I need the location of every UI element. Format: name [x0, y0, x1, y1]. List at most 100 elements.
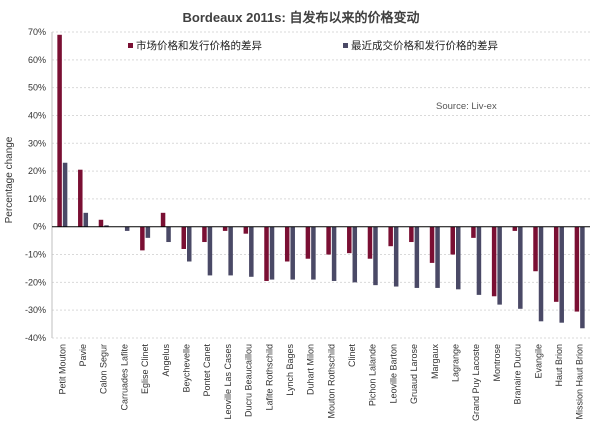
bar-market [264, 226, 269, 281]
bar-recent [559, 226, 564, 323]
bars-layer [57, 34, 585, 329]
bar-market [140, 226, 145, 251]
y-tick-label: 40% [28, 110, 46, 120]
legend: 市场价格和发行价格的差异 最近成交价格和发行价格的差异 [128, 39, 498, 52]
bar-recent [124, 226, 130, 231]
legend-swatch [343, 43, 348, 48]
bar-recent [393, 226, 399, 287]
bar-market [471, 226, 476, 238]
bar-recent [187, 226, 192, 262]
x-tick-label: Angelus [161, 344, 171, 377]
bar-recent [373, 226, 378, 286]
x-tick-label: Pontet Canet [202, 344, 212, 397]
x-tick-label: Lafite Rothschild [264, 344, 274, 411]
bar-recent [352, 226, 358, 283]
bar-market [326, 226, 331, 255]
x-tick-label: Montrose [492, 344, 502, 382]
x-tick-label: Mission Haut Brion [575, 344, 585, 420]
bar-market [243, 226, 249, 234]
bar-market [98, 219, 104, 227]
legend-label: 市场价格和发行价格的差异 [136, 39, 262, 52]
x-tick-label: Duhart Milon [306, 344, 316, 395]
chart-title: Bordeaux 2011s: 自发布以来的价格变动 [183, 10, 420, 25]
x-tick-label: Evangile [533, 344, 543, 379]
x-tick-label: Ducru Beaucaillou [244, 344, 254, 417]
y-tick-label: 20% [28, 166, 46, 176]
bar-market [553, 226, 559, 302]
bar-recent [145, 226, 151, 238]
x-tick-label: Pichon Lalande [368, 344, 378, 406]
bar-market [160, 212, 166, 227]
bar-market [347, 226, 352, 254]
bar-recent [497, 226, 502, 305]
x-tick-label: Beychevelle [182, 344, 192, 393]
bar-recent [476, 226, 482, 295]
bar-recent [580, 226, 585, 329]
axis-layer: 70% 60% 50% 40% 30% 20% 10% 0% -10% -20% -30% -40% P… [25, 27, 590, 421]
bar-market [429, 226, 435, 263]
y-tick-label: 60% [28, 55, 46, 65]
x-tick-label: Petit Mouton [57, 344, 67, 395]
grid-layer [52, 31, 590, 339]
bar-market [409, 226, 414, 243]
y-tick-label: -20% [25, 277, 46, 287]
y-tick-label: 30% [28, 138, 46, 148]
y-tick-label: 10% [28, 194, 46, 204]
x-tick-label: Calon Segur [99, 344, 109, 394]
bar-recent [249, 226, 254, 277]
bar-recent [331, 226, 337, 281]
bar-market [305, 226, 311, 259]
bar-market [222, 226, 228, 231]
y-tick-label: -10% [25, 250, 46, 260]
x-tick-label: Branaire Ducru [513, 344, 523, 405]
x-tick-label: Carruades Lafite [119, 344, 129, 411]
x-tick-label: Pavie [78, 344, 88, 367]
bar-recent [83, 212, 89, 227]
bar-recent [207, 226, 213, 276]
bar-recent [228, 226, 233, 276]
bar-recent [518, 226, 523, 309]
bar-recent [290, 226, 295, 280]
bar-market [512, 226, 518, 231]
bar-market [574, 226, 580, 312]
bar-recent [62, 162, 68, 227]
bar-market [57, 34, 62, 227]
bar-market [284, 226, 290, 262]
legend-label: 最近成交价格和发行价格的差异 [351, 39, 498, 52]
source-note: Source: Liv-ex [436, 101, 497, 112]
x-tick-label: Clinet [347, 344, 357, 368]
bar-market [78, 169, 83, 227]
y-tick-label: -40% [25, 333, 46, 343]
x-tick-label: Leoville Las Cases [223, 344, 233, 420]
x-tick-label: Leoville Barton [388, 344, 398, 404]
bar-market [202, 226, 207, 243]
y-tick-label: 0% [33, 222, 46, 232]
bar-recent [269, 226, 275, 280]
bar-recent [166, 226, 171, 243]
y-tick-label: 50% [28, 83, 46, 93]
bar-recent [104, 225, 109, 227]
x-tick-label: Eglise Clinet [140, 344, 150, 395]
bar-market [367, 226, 373, 259]
y-axis-label: Percentage change [4, 136, 15, 223]
bar-market [181, 226, 186, 249]
bar-market [533, 226, 538, 272]
x-tick-label: Haut Brion [554, 344, 564, 387]
x-tick-label: Lynch Bages [285, 344, 295, 396]
bar-recent [435, 226, 440, 288]
bar-market [491, 226, 497, 297]
bar-recent [456, 226, 461, 290]
x-tick-label: Mouton Rothschild [326, 344, 336, 419]
legend-swatch [128, 43, 133, 48]
x-tick-label: Grand Puy Lacoste [471, 344, 481, 421]
bar-recent [311, 226, 316, 280]
y-tick-label: 70% [28, 27, 46, 37]
bar-recent [538, 226, 544, 322]
x-tick-label: Lagrange [451, 344, 461, 382]
bar-market [450, 226, 455, 255]
bar-market [388, 226, 393, 247]
bar-recent [414, 226, 420, 288]
y-tick-label: -30% [25, 305, 46, 315]
